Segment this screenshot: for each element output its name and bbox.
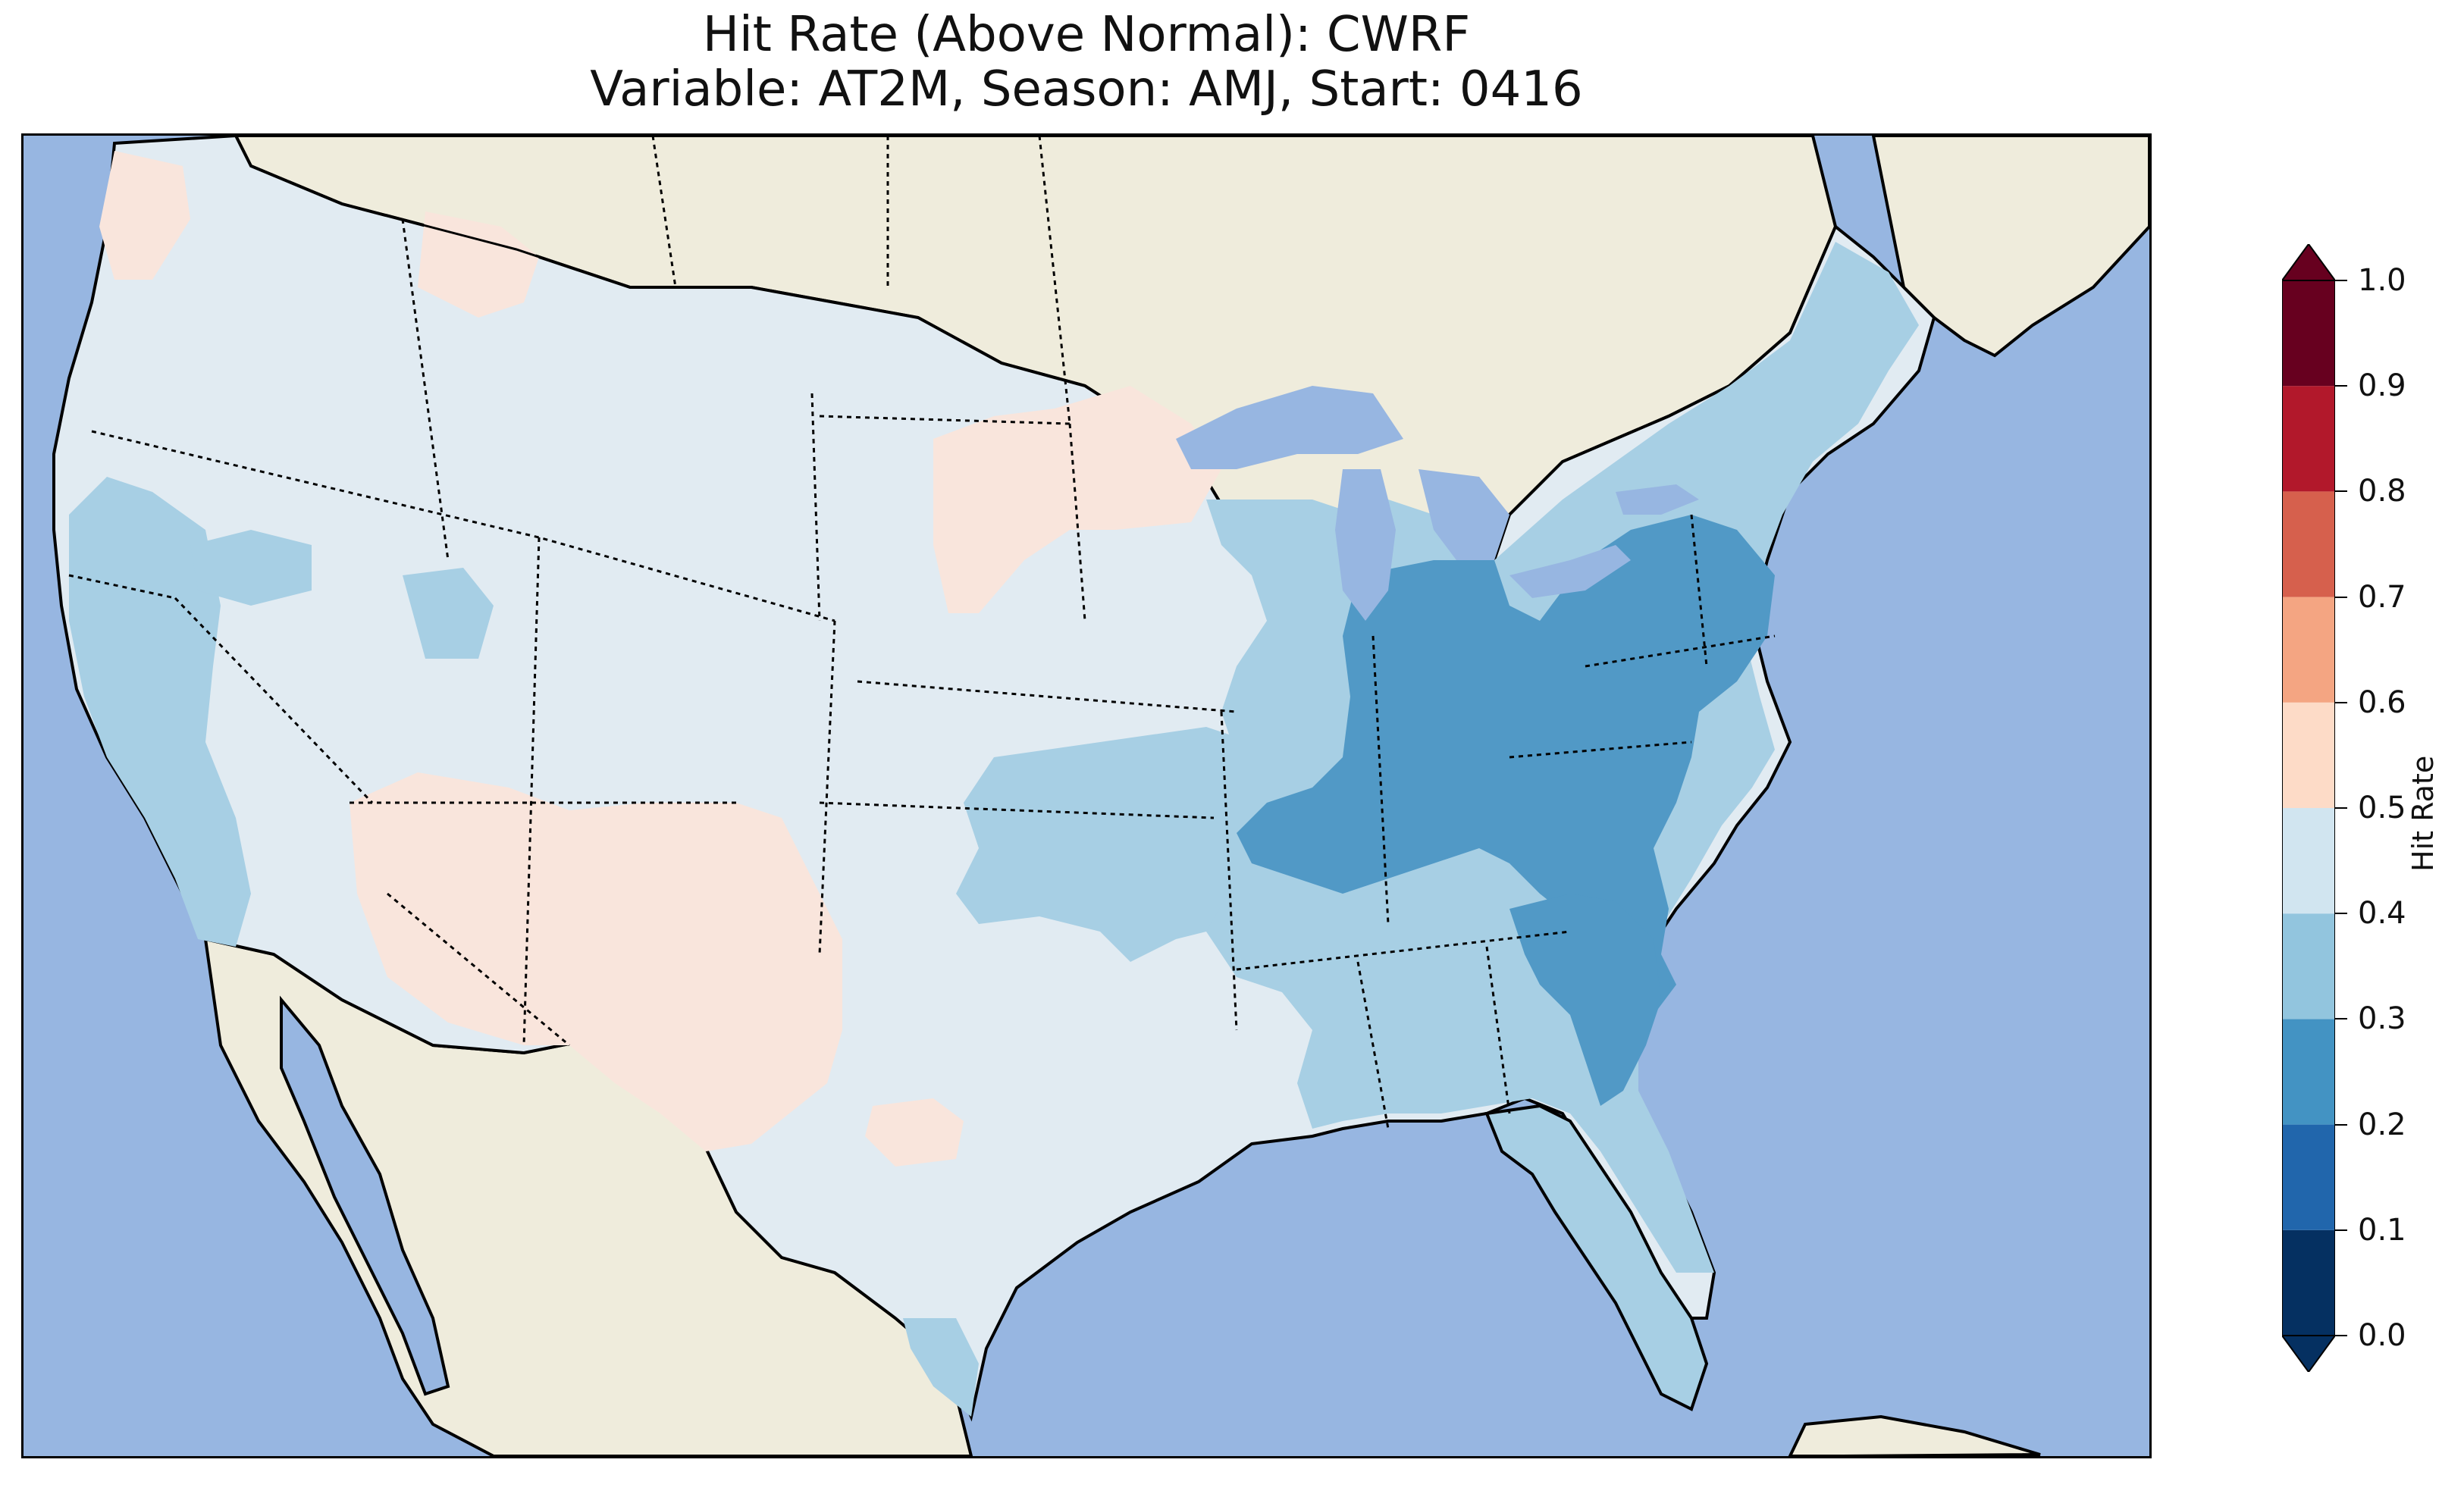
colorbar-tick-mark xyxy=(2335,913,2347,915)
colorbar xyxy=(2281,243,2337,1373)
colorbar-tick-label: 0.4 xyxy=(2358,896,2406,932)
great-basin-region xyxy=(190,530,312,606)
lake-huron xyxy=(1419,469,1509,560)
pacific-nw-warm-region xyxy=(99,151,190,280)
southwest-warm-region xyxy=(350,772,842,1151)
colorbar-bin xyxy=(2282,597,2335,703)
gulf-of-california xyxy=(280,995,450,1396)
california-coast-region xyxy=(69,477,251,947)
colorbar-bin xyxy=(2282,1124,2335,1230)
title-line-2: Variable: AT2M, Season: AMJ, Start: 0416 xyxy=(590,61,1583,117)
colorbar-extend-max xyxy=(2281,243,2337,281)
colorbar-extend-min xyxy=(2281,1335,2337,1373)
colorbar-tick-label: 1.0 xyxy=(2358,263,2406,298)
colorbar-tick-label: 0.2 xyxy=(2358,1107,2406,1142)
figure-title: Hit Rate (Above Normal): CWRF Variable: … xyxy=(21,8,2152,117)
south-texas-warm-region xyxy=(865,1098,964,1167)
colorbar-bin xyxy=(2282,808,2335,914)
colorbar-tick-mark xyxy=(2335,1123,2347,1126)
lake-superior xyxy=(1176,386,1403,469)
idaho-warm-region xyxy=(418,211,539,318)
colorbar-tick-label: 0.9 xyxy=(2358,368,2406,404)
colorbar-bin xyxy=(2282,280,2335,387)
colorbar-tick-mark xyxy=(2335,385,2347,387)
south-texas-coast-region xyxy=(903,1318,979,1417)
cuba-land xyxy=(1788,1414,2041,1456)
colorbar-tick-label: 0.7 xyxy=(2358,579,2406,615)
colorbar-tick-mark xyxy=(2335,490,2347,493)
title-line-1: Hit Rate (Above Normal): CWRF xyxy=(702,7,1471,63)
lake-erie xyxy=(1509,545,1631,598)
state-borders xyxy=(68,136,1776,1129)
colorbar-bin xyxy=(2282,386,2335,492)
florida-peninsula xyxy=(1484,1104,1709,1411)
southern-plains-region xyxy=(956,727,1297,962)
lake-michigan xyxy=(1335,469,1396,621)
colorbar-label: Hit Rate xyxy=(2406,755,2440,872)
colorbar-tick-label: 0.8 xyxy=(2358,474,2406,509)
carolinas-region xyxy=(1509,894,1661,1106)
colorbar-svg xyxy=(2281,243,2337,1373)
colorbar-bin xyxy=(2282,913,2335,1019)
colorbar-tick-label: 0.0 xyxy=(2358,1318,2406,1353)
colorbar-tick-mark xyxy=(2335,701,2347,703)
colorbar-tick-mark xyxy=(2335,1018,2347,1020)
colorbar-bin xyxy=(2282,491,2335,597)
map-panel xyxy=(21,133,2152,1458)
dakotas-warm-region xyxy=(933,386,1221,613)
colorbar-tick-mark xyxy=(2335,280,2347,281)
colorbar-bin xyxy=(2282,1019,2335,1125)
ohio-valley-region xyxy=(1237,515,1775,1015)
nevada-utah-region xyxy=(403,568,494,659)
colorbar-bin xyxy=(2282,702,2335,808)
colorbar-tick-mark xyxy=(2335,1229,2347,1231)
colorbar-tick-label: 0.6 xyxy=(2358,684,2406,720)
colorbar-bin xyxy=(2282,1229,2335,1336)
colorbar-tick-mark xyxy=(2335,807,2347,809)
colorbar-tick-label: 0.3 xyxy=(2358,1001,2406,1037)
colorbar-tick-mark xyxy=(2335,596,2347,598)
lake-ontario xyxy=(1616,484,1699,515)
canada-us-border xyxy=(234,136,1002,365)
colorbar-tick-label: 0.1 xyxy=(2358,1212,2406,1248)
map-svg xyxy=(24,136,2149,1456)
colorbar-tick-label: 0.5 xyxy=(2358,791,2406,825)
colorbar-tick-mark xyxy=(2335,1335,2347,1336)
